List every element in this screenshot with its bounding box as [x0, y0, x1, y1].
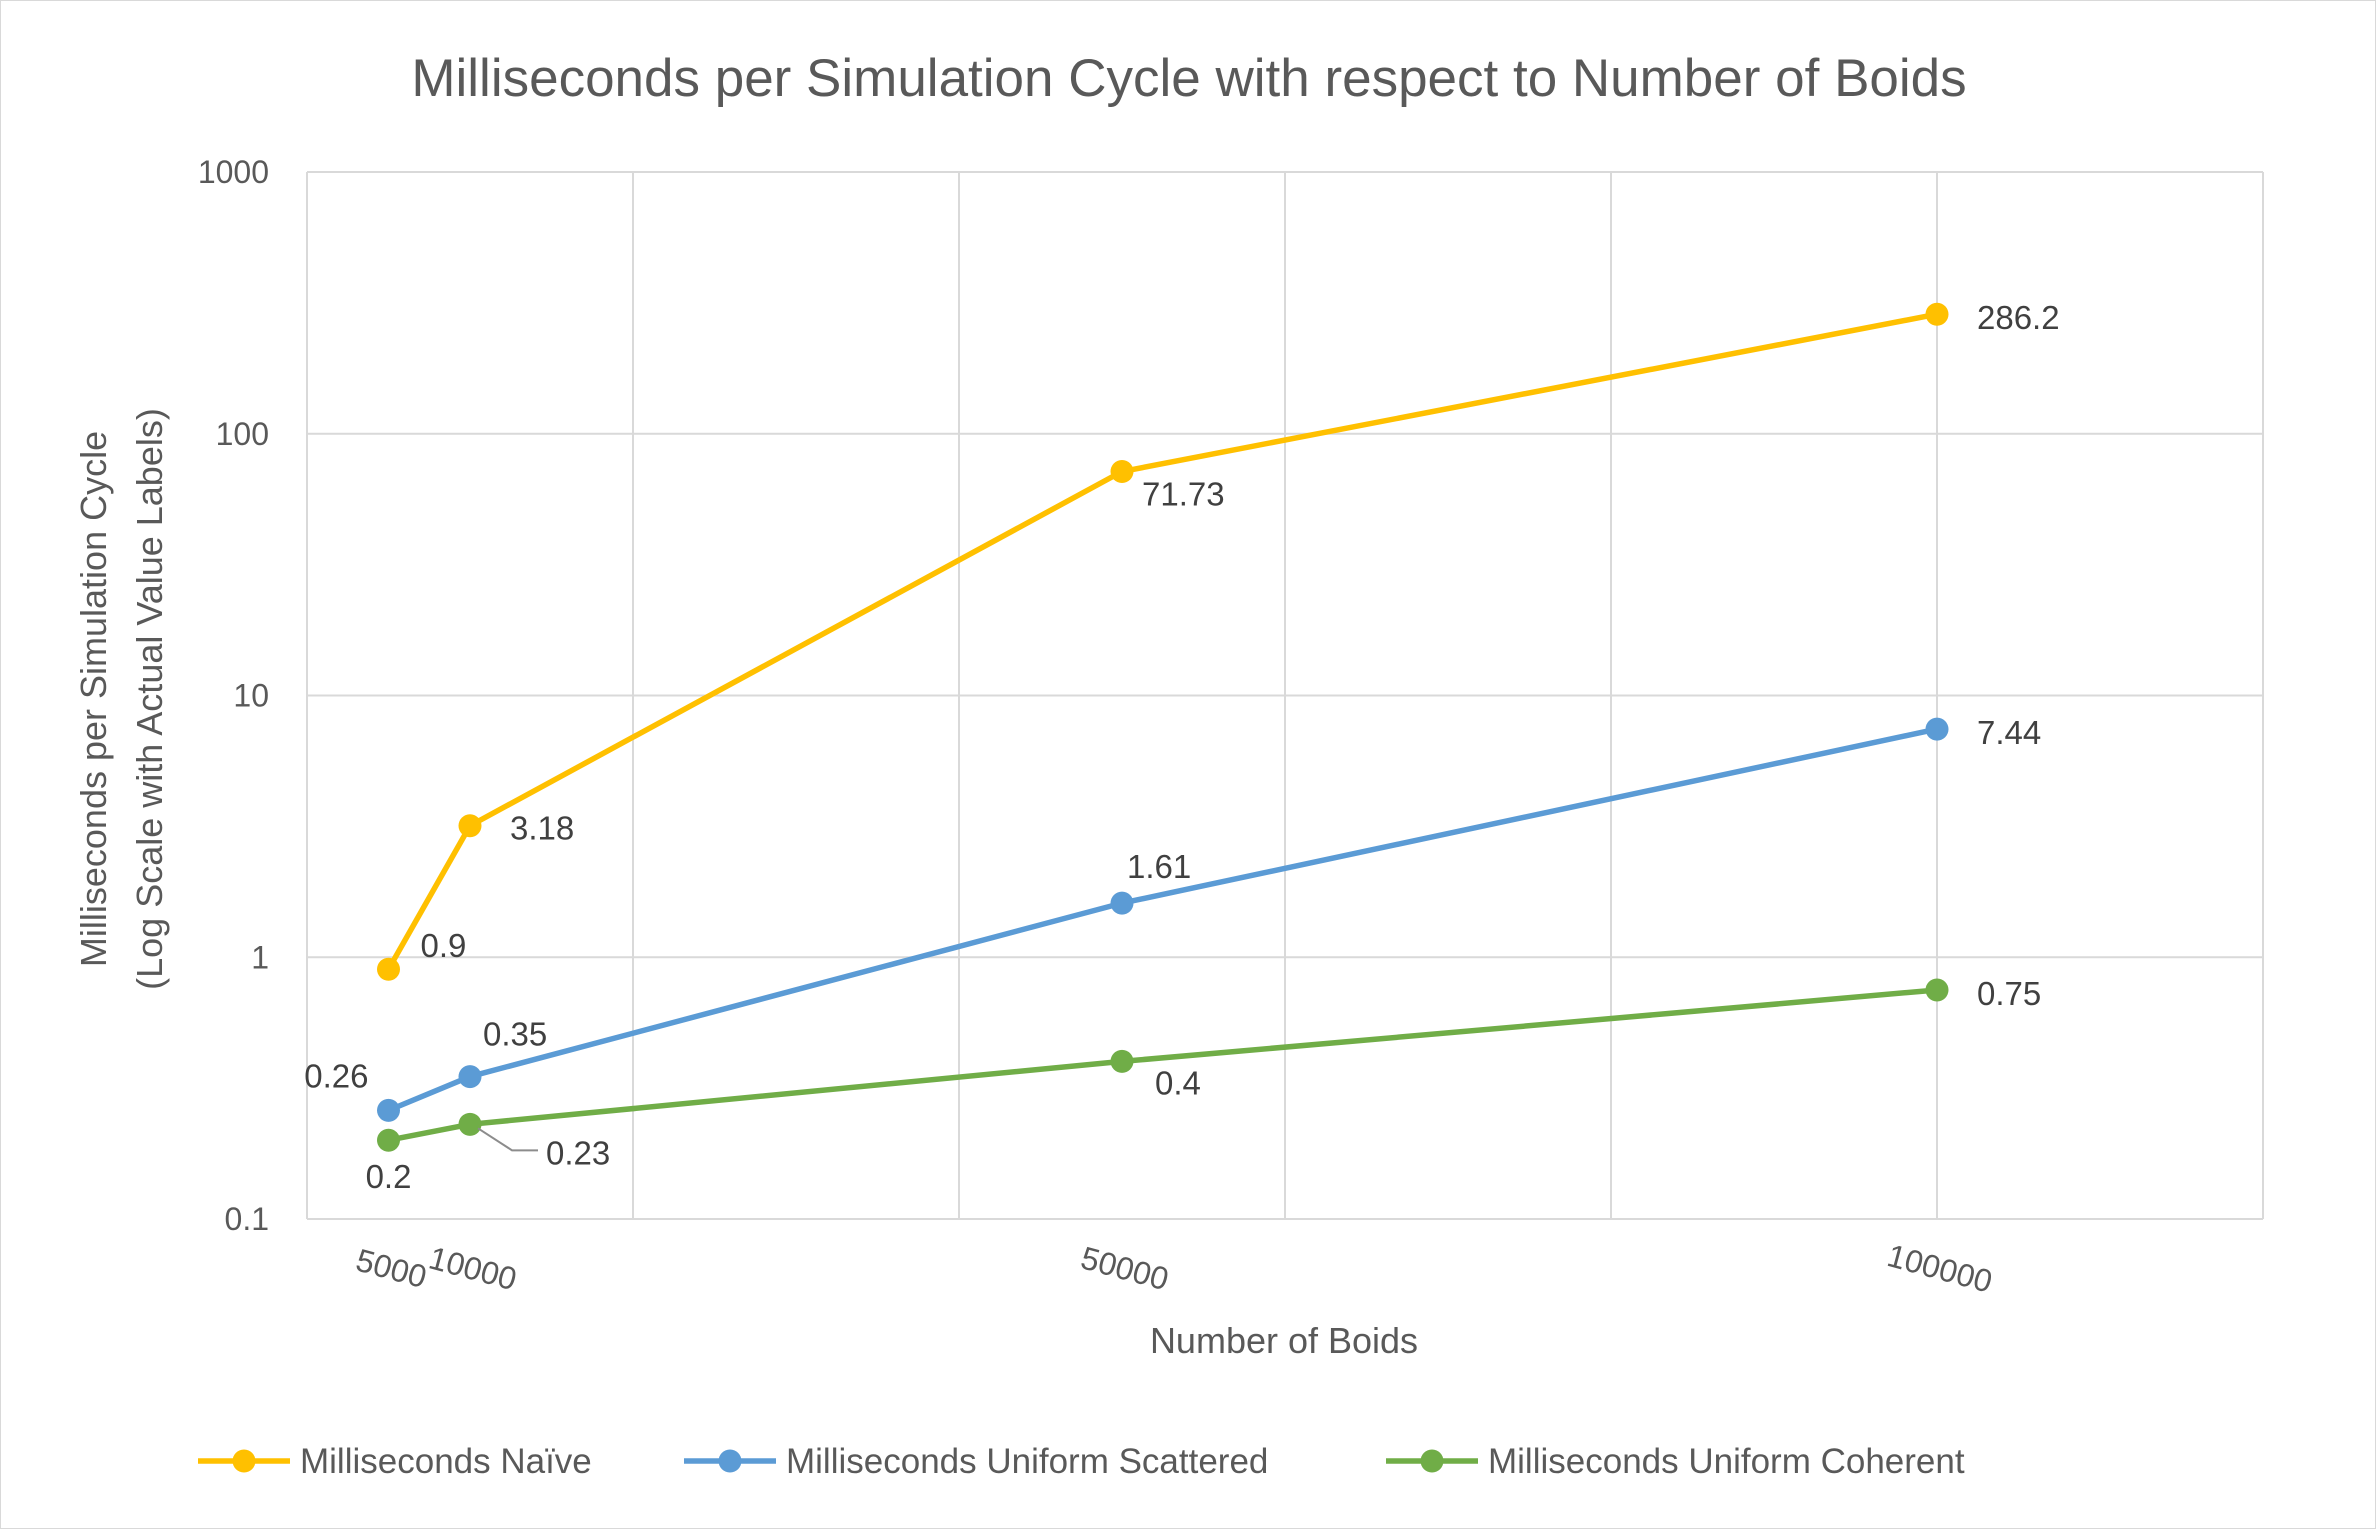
data-labels: 0.9 3.18 71.73 286.2 0.26 0.35 1.61 7.44 0.2 0.23… — [304, 299, 2059, 1195]
legend-marker — [718, 1449, 742, 1473]
y-axis-ticks: 0.1 1 10 100 1000 — [198, 154, 269, 1237]
x-tick-label: 100000 — [1884, 1237, 1996, 1299]
data-point — [1110, 1049, 1134, 1073]
data-point — [377, 957, 400, 981]
series-lines — [377, 302, 1949, 1152]
x-tick-label: 50000 — [1077, 1239, 1172, 1297]
data-label: 1.61 — [1127, 848, 1191, 885]
chart-title: Milliseconds per Simulation Cycle with r… — [411, 49, 1966, 108]
legend-marker — [232, 1449, 256, 1473]
data-label: 286.2 — [1977, 299, 2060, 336]
gridlines — [306, 171, 2264, 1220]
data-label: 71.73 — [1142, 476, 1225, 513]
data-label: 0.26 — [304, 1057, 368, 1094]
data-point — [1925, 302, 1949, 326]
data-label: 7.44 — [1977, 714, 2041, 751]
data-point — [458, 814, 482, 838]
legend: Milliseconds Naïve Milliseconds Uniform S… — [198, 1442, 1965, 1481]
legend-marker — [1420, 1449, 1444, 1473]
x-axis-title: Number of Boids — [1150, 1320, 1418, 1361]
x-tick-label: 5000 — [352, 1242, 430, 1295]
data-label: 0.75 — [1977, 975, 2041, 1012]
data-point — [1925, 978, 1949, 1002]
data-point — [377, 1098, 400, 1122]
y-tick-label: 10 — [233, 678, 269, 714]
y-tick-label: 0.1 — [225, 1201, 269, 1237]
y-tick-label: 100 — [216, 416, 269, 452]
data-label: 3.18 — [510, 810, 574, 847]
legend-label: Milliseconds Uniform Coherent — [1488, 1442, 1965, 1481]
data-label: 0.2 — [366, 1158, 412, 1195]
series-line — [387, 987, 1938, 1143]
y-axis-title-line-1: Milliseconds per Simulation Cycle — [73, 431, 114, 967]
data-point — [1110, 460, 1134, 484]
data-label: 0.35 — [483, 1016, 547, 1053]
y-tick-label: 1 — [251, 939, 269, 975]
series-line — [386, 311, 1938, 971]
leader-line — [477, 1127, 538, 1152]
data-point — [1925, 717, 1949, 741]
y-axis-title-line-2: (Log Scale with Actual Value Labels) — [129, 408, 170, 990]
data-point — [458, 1065, 482, 1089]
data-point — [377, 1128, 400, 1152]
series-line — [387, 726, 1938, 1113]
data-point — [458, 1112, 482, 1136]
x-tick-label: 10000 — [425, 1239, 520, 1297]
legend-label: Milliseconds Uniform Scattered — [786, 1442, 1268, 1481]
data-label: 0.4 — [1155, 1064, 1201, 1101]
data-label: 0.23 — [546, 1134, 610, 1171]
data-point — [1110, 891, 1134, 915]
legend-label: Milliseconds Naïve — [300, 1442, 592, 1481]
y-tick-label: 1000 — [198, 154, 269, 190]
data-label: 0.9 — [421, 927, 467, 964]
